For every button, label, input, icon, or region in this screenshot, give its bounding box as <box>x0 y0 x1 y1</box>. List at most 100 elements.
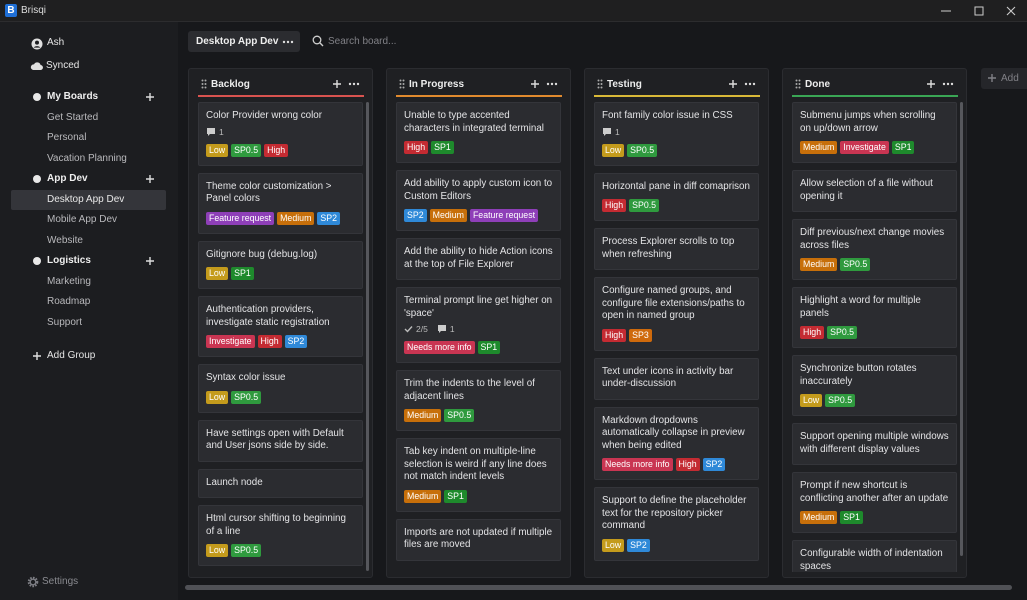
card[interactable]: Terminal prompt line get higher on 'spac… <box>396 287 561 363</box>
card-title: Tab key indent on multiple-line selectio… <box>404 446 547 482</box>
comment-count: 1 <box>449 324 455 334</box>
board-link[interactable]: Roadmap <box>47 296 91 307</box>
plus-icon[interactable] <box>530 79 540 89</box>
card[interactable]: Support to define the placeholder text f… <box>594 487 759 561</box>
board-link[interactable]: Desktop App Dev <box>47 193 125 205</box>
board-link[interactable]: Website <box>47 234 83 246</box>
board-link[interactable]: Vacation Planning <box>47 152 127 164</box>
tag: SP2 <box>317 211 341 225</box>
user-name: Ash <box>47 37 65 48</box>
card[interactable]: Color Provider wrong color 1 Low SP0.5 High <box>198 102 363 166</box>
card[interactable]: Prompt if new shortcut is conflicting an… <box>792 472 957 533</box>
plus-icon[interactable] <box>145 256 155 266</box>
card-title: Gitignore bug (debug.log) <box>206 248 318 260</box>
card[interactable]: Imports are not updated if multiple file… <box>396 518 561 561</box>
plus-icon[interactable] <box>926 79 936 89</box>
tag: Feature request <box>206 211 275 225</box>
plus-icon[interactable] <box>145 174 155 184</box>
card-title: Launch node <box>206 476 263 488</box>
handle-icon-part <box>399 79 405 89</box>
card[interactable]: Tab key indent on multiple-line selectio… <box>396 438 561 512</box>
list-title: Backlog <box>211 79 250 90</box>
card[interactable]: Process Explorer scrolls to top when ref… <box>594 228 759 270</box>
card-title: Allow selection of a file without openin… <box>800 178 933 202</box>
card[interactable]: Configure named groups, and configure fi… <box>594 277 759 351</box>
card[interactable]: Font family color issue in CSS 1 Low SP0.5 <box>594 102 759 166</box>
vertical-scrollbar[interactable] <box>960 102 963 556</box>
list-accent <box>396 95 562 97</box>
app-logo: B <box>5 4 17 17</box>
card[interactable]: Highlight a word for multiple panels High… <box>792 287 957 348</box>
gear-icon[interactable] <box>27 576 39 588</box>
dots-icon-part <box>348 82 352 86</box>
handle-icon[interactable] <box>399 79 405 89</box>
card[interactable]: Horizontal pane in diff comaprison High SP… <box>594 172 759 221</box>
vertical-scrollbar[interactable] <box>366 102 369 571</box>
card-tags: Feature request Medium SP2 <box>206 211 355 225</box>
group-name[interactable]: My Boards <box>47 91 99 102</box>
card[interactable]: Theme color customization > Panel colors… <box>198 172 363 234</box>
card[interactable]: Submenu jumps when scrolling on up/down … <box>792 102 957 163</box>
card[interactable]: Markdown dropdowns automatically collaps… <box>594 406 759 480</box>
title-bar: B Brisqi <box>0 0 1027 22</box>
dots-icon[interactable] <box>744 82 756 86</box>
card[interactable]: Text under icons in activity bar under-d… <box>594 357 759 400</box>
dots-icon[interactable] <box>942 82 954 86</box>
board-link[interactable]: Mobile App Dev <box>47 214 118 225</box>
dots-icon-part <box>748 82 752 86</box>
card[interactable]: Gitignore bug (debug.log) Low SP1 <box>198 240 363 289</box>
card[interactable]: Trim the indents to the level of adjacen… <box>396 370 561 431</box>
card-tags: Medium SP0.5 <box>404 409 553 422</box>
card[interactable]: Synchronize button rotates inaccurately L… <box>792 355 957 416</box>
board-link[interactable]: Get Started <box>47 111 99 123</box>
card[interactable]: Have settings open with Default and User… <box>198 419 363 462</box>
tag: SP2 <box>404 209 427 222</box>
handle-icon[interactable] <box>597 79 603 89</box>
card[interactable]: Add the ability to hide Action icons at … <box>396 238 561 280</box>
card[interactable]: Html cursor shifting to beginning of a l… <box>198 505 363 566</box>
plus-icon[interactable] <box>728 79 738 89</box>
dots-icon[interactable] <box>348 82 360 86</box>
card[interactable]: Support opening multiple windows with di… <box>792 423 957 465</box>
add-list-button[interactable]: Add <box>981 68 1027 89</box>
horizontal-scrollbar[interactable] <box>185 585 1012 590</box>
add-group[interactable]: Add Group <box>47 350 96 361</box>
card-list: Color Provider wrong color 1 Low SP0.5 High T… <box>198 102 364 572</box>
tag: Low <box>206 544 229 557</box>
user-icon-part <box>31 38 43 50</box>
tag: High <box>602 328 627 342</box>
add-list-label: Add <box>1001 73 1019 84</box>
card-title: Add the ability to hide Action icons at … <box>404 246 553 270</box>
board-selector[interactable]: Desktop App Dev <box>188 31 300 52</box>
handle-icon-part <box>597 83 600 85</box>
dots-icon-part <box>286 40 290 44</box>
board-link[interactable]: Support <box>47 316 83 328</box>
dots-icon[interactable] <box>282 40 294 44</box>
group-name[interactable]: Logistics <box>47 255 91 266</box>
settings-link[interactable]: Settings <box>42 576 79 587</box>
check-icon-part <box>404 326 413 333</box>
group-name[interactable]: App Dev <box>47 173 88 184</box>
card[interactable]: Authentication providers, investigate st… <box>198 296 363 357</box>
dots-icon[interactable] <box>546 82 558 86</box>
handle-icon[interactable] <box>201 79 207 89</box>
card[interactable]: Launch node <box>198 468 363 498</box>
plus-icon[interactable] <box>332 79 342 89</box>
card[interactable]: Unable to type accented characters in in… <box>396 102 561 163</box>
close-icon[interactable] <box>1006 6 1016 16</box>
handle-icon[interactable] <box>795 79 801 89</box>
card[interactable]: Configurable width of indentation spaces <box>792 540 957 572</box>
card-title: Support opening multiple windows with di… <box>800 431 949 455</box>
board-link[interactable]: Personal <box>47 132 87 143</box>
search-input[interactable]: Search board... <box>328 36 397 47</box>
comment-icon-part <box>207 127 215 136</box>
card[interactable]: Allow selection of a file without openin… <box>792 170 957 212</box>
min-icon[interactable] <box>941 6 951 16</box>
plus-icon[interactable] <box>32 351 42 361</box>
card[interactable]: Diff previous/next change movies across … <box>792 219 957 280</box>
board-link[interactable]: Marketing <box>47 275 91 287</box>
card[interactable]: Add ability to apply custom icon to Cust… <box>396 170 561 231</box>
plus-icon[interactable] <box>145 92 155 102</box>
card[interactable]: Syntax color issue Low SP0.5 <box>198 364 363 413</box>
max-icon[interactable] <box>974 6 984 16</box>
